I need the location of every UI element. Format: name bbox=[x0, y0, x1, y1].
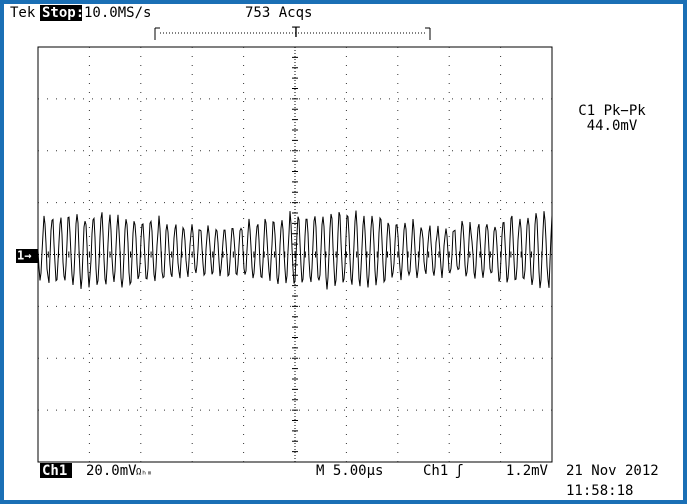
trigger-marker: T bbox=[292, 25, 301, 41]
channel-bg bbox=[40, 463, 72, 478]
channel-marker: 1→ bbox=[17, 249, 31, 263]
date: 21 Nov 2012 bbox=[566, 463, 659, 479]
sample-rate: 10.0MS/s bbox=[84, 5, 151, 21]
state: Stop: bbox=[42, 5, 84, 21]
timebase: M 5.00µs bbox=[316, 463, 383, 479]
trigger-level: 1.2mV bbox=[506, 463, 549, 479]
time: 11:58:18 bbox=[566, 483, 633, 499]
measurement-value: 44.0mV bbox=[587, 118, 638, 134]
trigger-slope: ʃ bbox=[455, 463, 463, 479]
trigger-source: Ch1 bbox=[423, 463, 448, 479]
channel-marker-bg bbox=[16, 249, 38, 263]
coupling: Ωₕₘ bbox=[136, 468, 152, 478]
brand: Tek bbox=[10, 5, 36, 21]
acquisitions: 753 Acqs bbox=[245, 5, 312, 21]
measurement-label: C1 Pk−Pk bbox=[578, 103, 646, 119]
channel: Ch1 bbox=[42, 463, 67, 479]
waveform bbox=[37, 210, 553, 290]
state-bg bbox=[40, 5, 82, 21]
graticule bbox=[37, 46, 553, 463]
vertical-scale: 20.0mV bbox=[86, 463, 137, 479]
